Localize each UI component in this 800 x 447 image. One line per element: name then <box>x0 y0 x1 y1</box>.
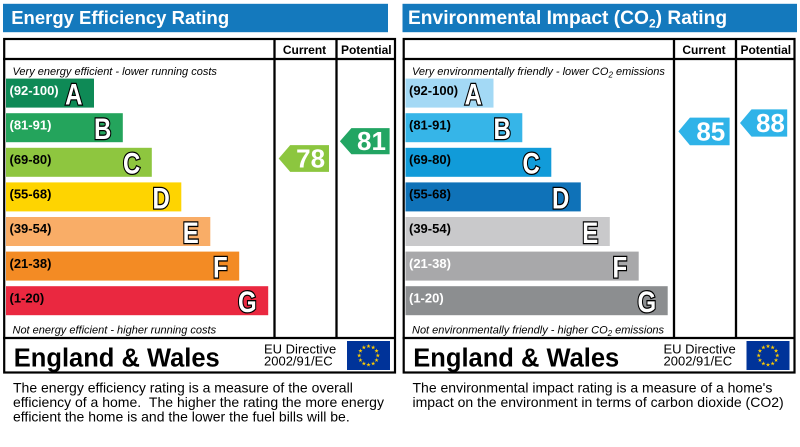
svg-text:efficiency of a home. The hig: efficiency of a home. The higher the rat… <box>13 394 384 410</box>
svg-text:D: D <box>552 181 569 215</box>
svg-text:Very environmentally friendly: Very environmentally friendly - lower CO… <box>412 66 665 80</box>
svg-text:(92-100): (92-100) <box>409 83 458 98</box>
svg-text:EU Directive: EU Directive <box>664 341 736 356</box>
svg-text:85: 85 <box>696 116 725 146</box>
svg-text:A: A <box>65 77 82 111</box>
svg-text:(69-80): (69-80) <box>409 152 451 167</box>
svg-text:C: C <box>123 146 140 180</box>
svg-text:(55-68): (55-68) <box>10 187 52 202</box>
svg-text:E: E <box>582 215 598 249</box>
svg-text:F: F <box>613 250 628 284</box>
svg-text:EU Directive: EU Directive <box>264 341 336 356</box>
svg-text:(1-20): (1-20) <box>409 290 444 305</box>
svg-text:(1-20): (1-20) <box>10 290 45 305</box>
svg-text:C: C <box>522 146 539 180</box>
svg-text:(39-54): (39-54) <box>409 221 451 236</box>
svg-text:Very energy efficient - lower: Very energy efficient - lower running co… <box>13 66 218 78</box>
svg-text:(39-54): (39-54) <box>10 221 52 236</box>
svg-text:G: G <box>638 284 657 318</box>
svg-text:88: 88 <box>756 108 785 138</box>
svg-text:(81-91): (81-91) <box>409 117 451 132</box>
svg-text:efficient the home is and the: efficient the home is and the lower the … <box>13 409 350 425</box>
svg-text:impact on the environment in t: impact on the environment in terms of ca… <box>413 394 784 410</box>
svg-text:Not environmentally friendly -: Not environmentally friendly - higher CO… <box>412 325 665 339</box>
svg-text:(81-91): (81-91) <box>10 117 52 132</box>
svg-text:B: B <box>493 111 510 145</box>
svg-text:B: B <box>94 111 111 145</box>
svg-text:Not energy efficient - higher: Not energy efficient - higher running co… <box>13 325 217 337</box>
svg-text:Current: Current <box>283 43 326 57</box>
svg-text:Current: Current <box>682 43 725 57</box>
svg-text:78: 78 <box>296 143 325 173</box>
svg-text:(55-68): (55-68) <box>409 187 451 202</box>
svg-text:2002/91/EC: 2002/91/EC <box>664 354 733 369</box>
svg-text:The energy efficiency rating i: The energy efficiency rating is a measur… <box>13 380 353 396</box>
svg-text:(21-38): (21-38) <box>409 256 451 271</box>
svg-text:Potential: Potential <box>341 43 392 57</box>
svg-text:Environmental Impact (CO2) Rat: Environmental Impact (CO2) Rating <box>408 8 727 31</box>
svg-text:G: G <box>238 284 257 318</box>
svg-text:(92-100): (92-100) <box>10 83 59 98</box>
svg-text:England & Wales: England & Wales <box>413 345 619 373</box>
svg-text:Potential: Potential <box>740 43 791 57</box>
svg-text:A: A <box>465 77 482 111</box>
svg-text:E: E <box>183 215 199 249</box>
svg-text:D: D <box>152 181 169 215</box>
svg-text:2002/91/EC: 2002/91/EC <box>264 354 333 369</box>
svg-text:F: F <box>213 250 228 284</box>
svg-text:(21-38): (21-38) <box>10 256 52 271</box>
svg-text:England & Wales: England & Wales <box>14 345 220 373</box>
svg-text:81: 81 <box>357 126 386 156</box>
svg-text:The environmental impact ratin: The environmental impact rating is a mea… <box>413 380 773 396</box>
svg-text:(69-80): (69-80) <box>10 152 52 167</box>
svg-text:Energy Efficiency Rating: Energy Efficiency Rating <box>11 7 229 28</box>
